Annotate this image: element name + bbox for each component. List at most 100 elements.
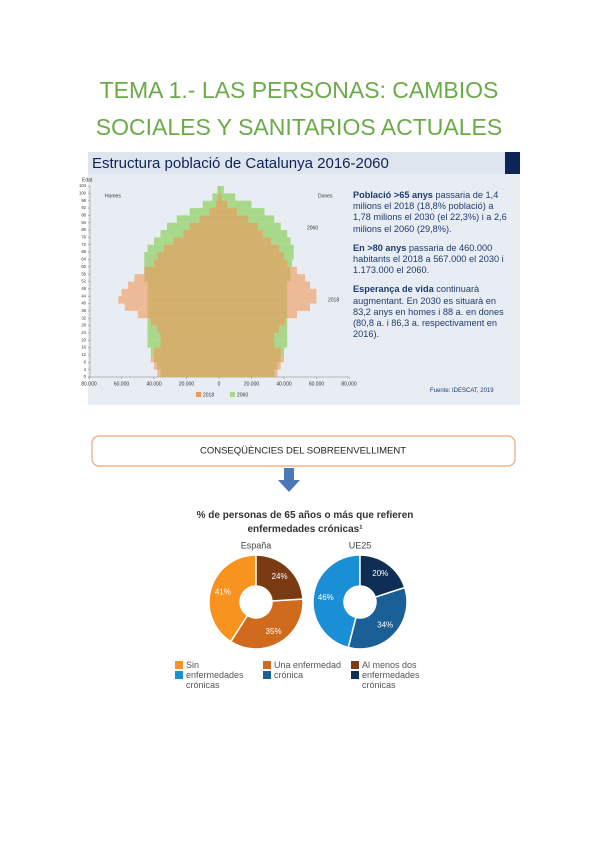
bar-women <box>219 259 288 267</box>
bar-men <box>202 200 219 209</box>
legend-label: 2060 <box>237 392 248 398</box>
legend-label: Al menos dos enfermedades crónicas <box>362 660 420 690</box>
x-tick-label: 60.000 <box>114 381 130 387</box>
donut-title-line: enfermedades crónicas¹ <box>247 524 363 535</box>
bar-women <box>219 332 275 341</box>
bar-women <box>219 200 252 209</box>
value-label: 35% <box>266 627 282 636</box>
bar-men <box>121 288 219 297</box>
bar-women <box>219 222 258 231</box>
pyramid-header <box>88 152 520 174</box>
y-tick-label: 20 <box>81 337 86 342</box>
legend-swatch <box>196 392 201 397</box>
y-tick-label: 48 <box>81 286 86 291</box>
bar-women <box>219 208 265 216</box>
y-tick-label: 40 <box>81 301 86 306</box>
legend-swatch <box>263 661 271 669</box>
value-label: 46% <box>318 593 334 602</box>
bar-men <box>199 215 219 223</box>
y-tick-label: 88 <box>81 212 86 217</box>
y-tick-label: 16 <box>81 345 86 350</box>
legend-swatch <box>351 671 359 679</box>
legend-label: Una enfermedad crónica <box>274 660 342 680</box>
bar-men <box>150 354 219 363</box>
note-text: passaria de 1,4 milions el 2018 (18,8% p… <box>353 190 507 234</box>
bar-men <box>157 252 219 260</box>
legend-swatch <box>175 661 183 669</box>
bar-women <box>219 369 278 377</box>
pyramid-title: Estructura població de Catalunya 2016-20… <box>92 155 389 172</box>
bar-men <box>128 281 219 289</box>
bar-men <box>134 274 219 282</box>
bar-men <box>160 340 219 348</box>
bar-women <box>219 318 286 326</box>
y-label: Edat <box>82 177 93 183</box>
y-tick-label: 36 <box>81 308 86 313</box>
source: Fuente: IDESCAT, 2019 <box>430 388 494 394</box>
bar-men <box>157 325 219 333</box>
y-tick-label: 56 <box>81 271 86 276</box>
legend-swatch <box>175 671 183 679</box>
bar-women <box>219 193 222 201</box>
legend-swatch <box>230 392 235 397</box>
y-tick-label: 64 <box>81 257 86 262</box>
y-tick-label: 12 <box>81 352 86 357</box>
bar-men <box>124 303 219 311</box>
bar-men <box>209 208 219 216</box>
box-label: CONSEQÜÈNCIES DEL SOBREENVELLIMENT <box>200 446 406 457</box>
x-tick-label: 80.000 <box>81 381 97 387</box>
legend-swatch <box>351 661 359 669</box>
title: SOCIALES Y SANITARIOS ACTUALES <box>96 114 502 140</box>
bar-men <box>163 244 219 253</box>
donut-slice <box>347 586 408 650</box>
y-tick-label: 100 <box>79 190 87 195</box>
note: Població >65 anys passaria de 1,4 milion… <box>353 190 513 235</box>
arrow <box>278 468 300 492</box>
x-tick-label: 20.000 <box>244 381 260 387</box>
header-accent <box>505 152 520 174</box>
bar-men <box>212 193 219 201</box>
bar-men <box>157 369 219 377</box>
note-bold: En >80 anys <box>353 242 407 253</box>
y-tick-label: 96 <box>81 198 86 203</box>
note-text: continuarà augmentant. En 2030 es situar… <box>353 284 504 340</box>
x-tick-label: 0 <box>218 381 221 387</box>
notes: Població >65 anys passaria de 1,4 milion… <box>353 190 513 348</box>
y-tick-label: 68 <box>81 249 86 254</box>
bar-women <box>219 252 284 260</box>
donut-slice <box>255 554 304 602</box>
value-label: 24% <box>272 572 288 581</box>
left-label: Homes <box>105 193 121 199</box>
legend-label: Sin enfermedades crónicas <box>186 660 244 690</box>
x-tick-label: 40.000 <box>146 381 162 387</box>
y-tick-label: 0 <box>84 374 87 379</box>
bar-women <box>219 340 275 348</box>
note-bold: Esperança de vida <box>353 284 434 295</box>
bar-men <box>137 310 219 319</box>
donut-slice <box>312 554 361 649</box>
y-tick-label: 24 <box>81 330 86 335</box>
bar-men <box>144 266 219 275</box>
bar-men <box>150 318 219 326</box>
value-label: 34% <box>377 621 393 630</box>
pie-name: UE25 <box>349 540 372 550</box>
y-tick-label: 8 <box>84 359 87 364</box>
bar-women <box>219 296 317 304</box>
bar-men <box>189 208 219 216</box>
bar-men <box>118 296 219 304</box>
bar-men <box>176 215 219 223</box>
y-tick-label: 92 <box>81 205 86 210</box>
title: TEMA 1.- LAS PERSONAS: CAMBIOS <box>100 77 499 103</box>
donut-slice <box>229 598 304 650</box>
bar-women <box>219 200 228 209</box>
bar-men <box>215 200 219 209</box>
x-tick-label: 40.000 <box>276 381 292 387</box>
bar-women <box>219 347 281 355</box>
bar-women <box>219 310 297 319</box>
bar-men <box>154 259 219 267</box>
bar-women <box>219 186 224 194</box>
bar-women <box>219 274 306 282</box>
y-tick-label: 4 <box>84 367 87 372</box>
